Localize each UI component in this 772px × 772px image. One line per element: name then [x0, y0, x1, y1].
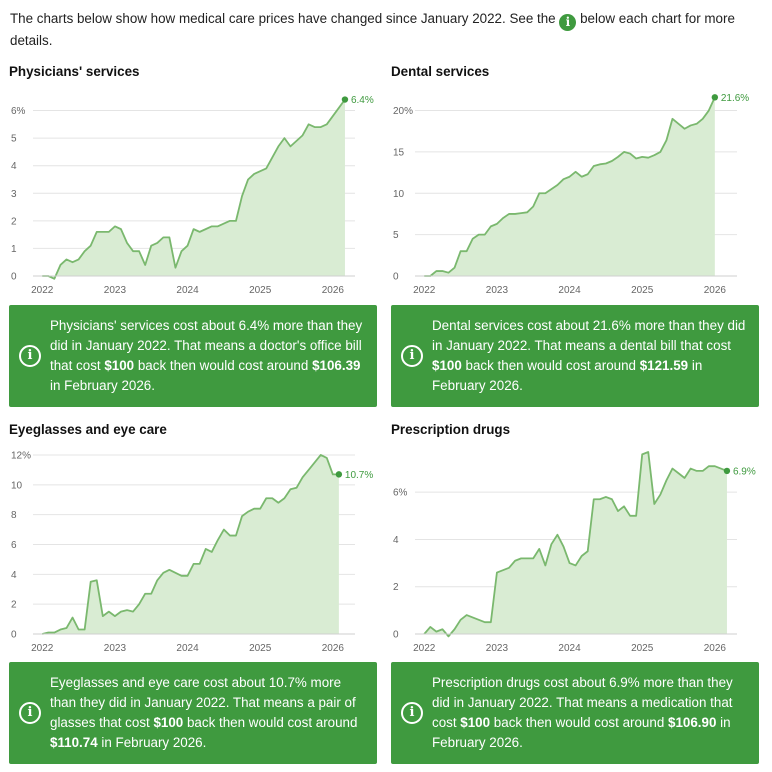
chart-title: Dental services	[391, 64, 490, 79]
x-tick-label: 2025	[631, 643, 654, 654]
x-tick-label: 2024	[558, 643, 581, 654]
info-callout: i Physicians' services cost about 6.4% m…	[9, 305, 377, 407]
info-icon: i	[559, 14, 577, 31]
x-tick-label: 2023	[486, 285, 509, 296]
x-tick-label: 2025	[249, 643, 272, 654]
area-chart: 0 5 10 15 20% 2022 2023 2024 2025 2026 21.6%	[393, 93, 749, 296]
y-tick-label: 15	[393, 147, 405, 158]
y-tick-label: 4	[393, 535, 399, 546]
y-tick-label: 10	[11, 480, 23, 491]
y-tick-label: 6%	[11, 106, 26, 117]
x-tick-label: 2024	[558, 285, 581, 296]
x-tick-label: 2023	[104, 643, 127, 654]
intro-text-before: The charts below show how medical care p…	[10, 11, 556, 26]
chart-title: Eyeglasses and eye care	[9, 422, 167, 437]
area-fill	[424, 97, 715, 276]
x-tick-label: 2024	[176, 643, 199, 654]
y-tick-label: 5	[393, 230, 399, 241]
y-tick-label: 0	[393, 272, 399, 283]
y-tick-label: 2	[11, 600, 17, 611]
x-tick-label: 2023	[486, 643, 509, 654]
info-callout: i Prescription drugs cost about 6.9% mor…	[391, 662, 759, 764]
y-tick-label: 3	[11, 189, 17, 200]
y-tick-label: 0	[393, 630, 399, 641]
callout-text: Physicians' services cost about 6.4% mor…	[50, 318, 363, 393]
y-tick-label: 5	[11, 134, 17, 145]
x-tick-label: 2022	[31, 643, 54, 654]
end-value-label: 6.9%	[733, 466, 756, 477]
info-callout: i Eyeglasses and eye care cost about 10.…	[9, 662, 377, 764]
series-line	[42, 454, 339, 635]
area-fill	[42, 454, 339, 634]
info-circle-icon: i	[19, 702, 41, 724]
y-tick-label: 20%	[393, 106, 413, 117]
y-tick-label: 2	[11, 216, 17, 227]
info-callout: i Dental services cost about 21.6% more …	[391, 305, 759, 407]
area-fill	[42, 99, 345, 279]
info-circle-icon: i	[401, 702, 423, 724]
series-line	[424, 96, 716, 277]
y-tick-label: 10	[393, 189, 405, 200]
end-point	[335, 471, 343, 478]
chart-title: Physicians' services	[9, 64, 140, 79]
end-value-label: 6.4%	[351, 95, 374, 106]
y-tick-label: 2	[393, 582, 399, 593]
end-value-label: 21.6%	[721, 93, 749, 104]
end-point	[723, 467, 731, 475]
x-tick-label: 2022	[31, 285, 54, 296]
series-line	[423, 451, 728, 638]
x-tick-label: 2026	[322, 643, 345, 654]
y-tick-label: 12%	[11, 450, 31, 461]
area-chart: 0 2 4 6% 2022 2023 2024 2025 2026 6.9%	[393, 451, 756, 654]
x-tick-label: 2026	[704, 285, 727, 296]
x-tick-label: 2022	[413, 285, 436, 296]
callout-text: Eyeglasses and eye care cost about 10.7%…	[50, 675, 358, 750]
area-chart: 0 1 2 3 4 5 6% 2022 2023 2024 2025 2026 6.4%	[11, 95, 374, 296]
y-tick-label: 6%	[393, 488, 408, 499]
x-tick-label: 2025	[631, 285, 654, 296]
y-tick-label: 0	[11, 630, 17, 641]
x-tick-label: 2025	[249, 285, 272, 296]
y-tick-label: 1	[11, 244, 17, 255]
area-fill	[424, 452, 727, 637]
x-tick-label: 2022	[413, 643, 436, 654]
x-tick-label: 2026	[704, 643, 727, 654]
x-tick-label: 2023	[104, 285, 127, 296]
callout-text: Prescription drugs cost about 6.9% more …	[432, 675, 733, 750]
x-tick-label: 2024	[176, 285, 199, 296]
end-point	[341, 96, 349, 103]
area-chart: 0 2 4 6 8 10 12% 2022 2023 2024 2025 2026 10.7%	[11, 450, 373, 654]
y-tick-label: 8	[11, 510, 17, 521]
y-tick-label: 4	[11, 570, 17, 581]
callout-text: Dental services cost about 21.6% more th…	[432, 318, 746, 393]
y-tick-label: 0	[11, 272, 17, 283]
series-line	[42, 98, 346, 280]
y-tick-label: 4	[11, 161, 17, 172]
x-tick-label: 2026	[322, 285, 345, 296]
end-point	[711, 94, 719, 101]
intro-text-after: below each chart for more details.	[10, 11, 735, 48]
info-circle-icon: i	[19, 345, 41, 367]
info-circle-icon: i	[401, 345, 423, 367]
end-value-label: 10.7%	[345, 470, 373, 481]
chart-title: Prescription drugs	[391, 422, 511, 437]
intro-text: The charts below show how medical care p…	[10, 9, 770, 51]
y-tick-label: 6	[11, 540, 17, 551]
